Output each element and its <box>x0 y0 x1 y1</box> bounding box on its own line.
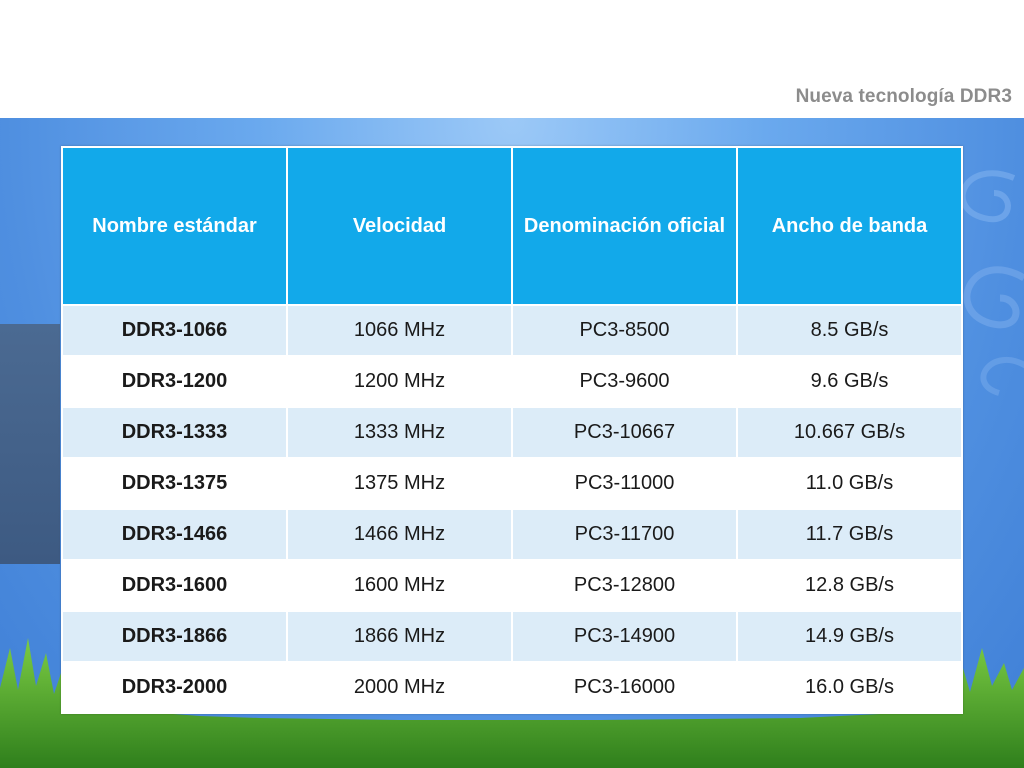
table-row: DDR3-1866 1866 MHz PC3-14900 14.9 GB/s <box>61 610 963 663</box>
header-cell: Denominación oficial <box>511 146 738 306</box>
row-name-cell: DDR3-1466 <box>61 508 288 561</box>
bandwidth-cell: 14.9 GB/s <box>736 610 963 663</box>
bandwidth-cell: 8.5 GB/s <box>736 304 963 357</box>
speed-cell: 1200 MHz <box>286 355 513 408</box>
designation-cell: PC3-12800 <box>511 559 738 612</box>
designation-cell: PC3-11700 <box>511 508 738 561</box>
header-cell: Nombre estándar <box>61 146 288 306</box>
speed-cell: 1466 MHz <box>286 508 513 561</box>
row-name-cell: DDR3-1066 <box>61 304 288 357</box>
table-row: DDR3-1200 1200 MHz PC3-9600 9.6 GB/s <box>61 355 963 408</box>
ddr3-spec-table: Nombre estándar Velocidad Denominación o… <box>61 146 963 714</box>
table-row: DDR3-1333 1333 MHz PC3-10667 10.667 GB/s <box>61 406 963 459</box>
designation-cell: PC3-14900 <box>511 610 738 663</box>
bandwidth-cell: 9.6 GB/s <box>736 355 963 408</box>
bandwidth-cell: 10.667 GB/s <box>736 406 963 459</box>
designation-cell: PC3-8500 <box>511 304 738 357</box>
slide-header: Nueva tecnología DDR3 <box>0 0 1024 118</box>
speed-cell: 1866 MHz <box>286 610 513 663</box>
row-name-cell: DDR3-2000 <box>61 661 288 714</box>
swirl-decoration <box>959 170 1024 396</box>
designation-cell: PC3-10667 <box>511 406 738 459</box>
row-name-cell: DDR3-1866 <box>61 610 288 663</box>
header-cell: Ancho de banda <box>736 146 963 306</box>
header-cell: Velocidad <box>286 146 513 306</box>
speed-cell: 1375 MHz <box>286 457 513 510</box>
table-header-row: Nombre estándar Velocidad Denominación o… <box>61 146 963 306</box>
table-row: DDR3-1375 1375 MHz PC3-11000 11.0 GB/s <box>61 457 963 510</box>
designation-cell: PC3-9600 <box>511 355 738 408</box>
table-row: DDR3-1466 1466 MHz PC3-11700 11.7 GB/s <box>61 508 963 561</box>
bandwidth-cell: 11.7 GB/s <box>736 508 963 561</box>
row-name-cell: DDR3-1375 <box>61 457 288 510</box>
table-row: DDR3-1600 1600 MHz PC3-12800 12.8 GB/s <box>61 559 963 612</box>
row-name-cell: DDR3-1333 <box>61 406 288 459</box>
bandwidth-cell: 11.0 GB/s <box>736 457 963 510</box>
speed-cell: 1333 MHz <box>286 406 513 459</box>
speed-cell: 2000 MHz <box>286 661 513 714</box>
slide-title: Nueva tecnología DDR3 <box>795 86 1012 107</box>
speed-cell: 1600 MHz <box>286 559 513 612</box>
table-row: DDR3-1066 1066 MHz PC3-8500 8.5 GB/s <box>61 304 963 357</box>
table-row: DDR3-2000 2000 MHz PC3-16000 16.0 GB/s <box>61 661 963 714</box>
row-name-cell: DDR3-1200 <box>61 355 288 408</box>
designation-cell: PC3-16000 <box>511 661 738 714</box>
speed-cell: 1066 MHz <box>286 304 513 357</box>
row-name-cell: DDR3-1600 <box>61 559 288 612</box>
side-panel <box>0 324 60 564</box>
designation-cell: PC3-11000 <box>511 457 738 510</box>
bandwidth-cell: 16.0 GB/s <box>736 661 963 714</box>
grass-decoration <box>0 638 1024 768</box>
bandwidth-cell: 12.8 GB/s <box>736 559 963 612</box>
